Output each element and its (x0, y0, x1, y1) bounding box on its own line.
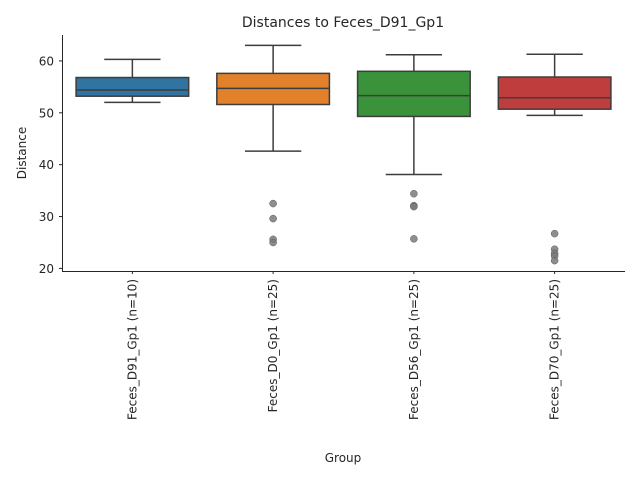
box-iqr (497, 76, 612, 110)
y-tick-label: 20 (39, 262, 54, 276)
box-group (497, 53, 612, 265)
x-tick-labels: Feces_D91_Gp1 (n=10) Feces_D0_Gp1 (n=25) F… (125, 271, 562, 420)
x-tick-label: Feces_D56_Gp1 (n=25) (407, 279, 421, 420)
y-axis-label: Distance (15, 127, 29, 179)
outlier-point (550, 256, 559, 265)
outlier-point (410, 235, 418, 243)
outlier-point (410, 202, 418, 211)
box-iqr (75, 76, 190, 97)
chart-title: Distances to Feces_D91_Gp1 (242, 15, 444, 31)
y-ticks: 20 30 40 50 60 (39, 54, 62, 276)
boxes-group (75, 44, 612, 265)
outlier-point (269, 238, 277, 247)
outlier-point (269, 214, 277, 223)
outlier-point (410, 189, 418, 198)
box-group (216, 44, 331, 247)
x-tick-label: Feces_D0_Gp1 (n=25) (266, 279, 280, 412)
x-axis-label: Group (325, 451, 362, 465)
y-tick-label: 60 (39, 54, 54, 68)
y-tick-label: 50 (39, 106, 54, 120)
box-group (356, 53, 471, 243)
outlier-point (550, 229, 559, 238)
x-tick-label: Feces_D91_Gp1 (n=10) (125, 279, 139, 420)
y-tick-label: 30 (39, 210, 54, 224)
outlier-point (269, 199, 277, 208)
box-iqr (356, 70, 471, 118)
box-group (75, 58, 190, 104)
y-tick-label: 40 (39, 158, 54, 172)
x-tick-label: Feces_D70_Gp1 (n=25) (548, 279, 562, 420)
